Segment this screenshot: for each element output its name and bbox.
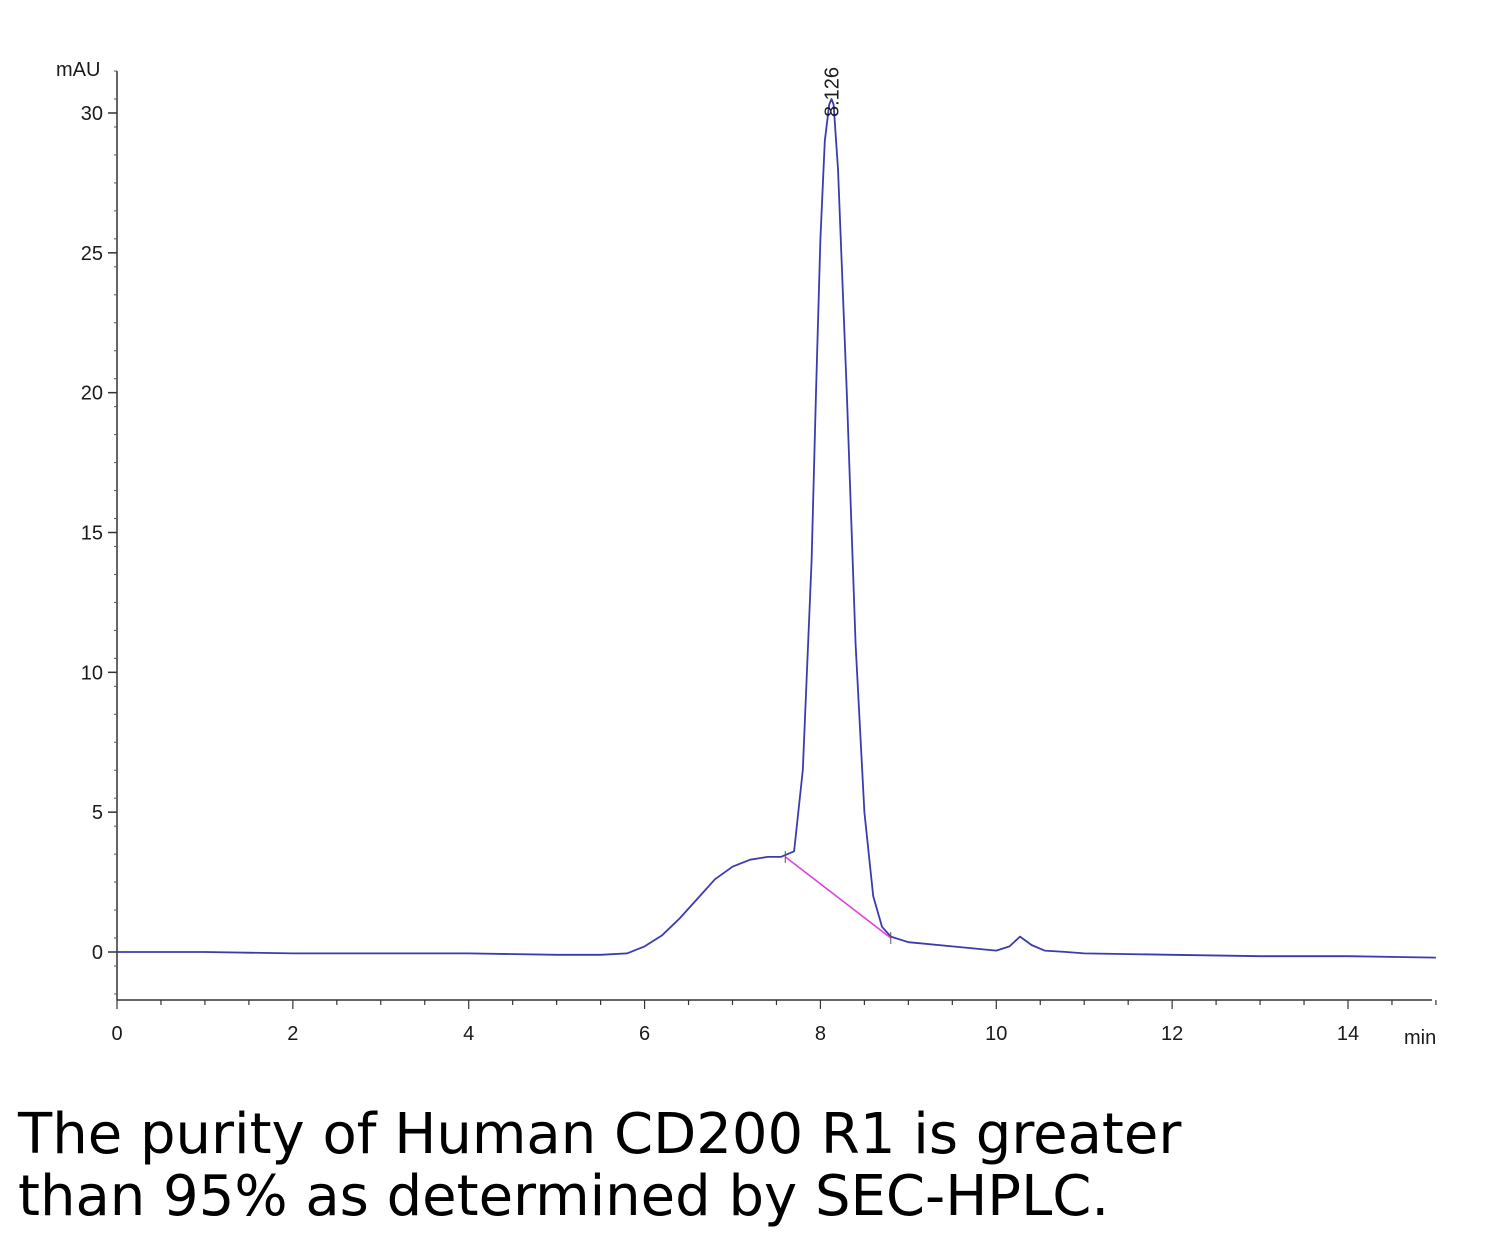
y-axis-unit-label: mAU bbox=[56, 59, 100, 81]
integration-baseline bbox=[784, 856, 892, 939]
y-tick-label: 20 bbox=[81, 383, 103, 405]
y-tick-label: 25 bbox=[81, 243, 103, 265]
y-tick-label: 10 bbox=[81, 662, 103, 684]
x-tick-label: 2 bbox=[287, 1023, 298, 1045]
caption-line-1: The purity of Human CD200 R1 is greater bbox=[18, 1102, 1182, 1167]
figure-caption: The purity of Human CD200 R1 is greater … bbox=[18, 1104, 1478, 1228]
x-tick-label: 0 bbox=[111, 1023, 122, 1045]
x-tick-label: 14 bbox=[1337, 1023, 1359, 1045]
y-tick-label: 15 bbox=[81, 523, 103, 545]
x-tick-label: 10 bbox=[985, 1023, 1007, 1045]
signal-trace bbox=[117, 98, 1436, 959]
y-axis: 0 5 10 15 20 25 30 bbox=[81, 70, 118, 1000]
chromatogram-chart: 0 5 10 15 20 25 30 0 2 4 6 8 10 12 14 mAU min 8.126 bbox=[56, 59, 1437, 1049]
y-tick-label: 30 bbox=[81, 103, 103, 125]
caption-line-2: than 95% as determined by SEC-HPLC. bbox=[18, 1164, 1110, 1229]
y-tick-label: 0 bbox=[92, 942, 103, 964]
x-axis-unit-label: min bbox=[1404, 1027, 1436, 1049]
x-tick-label: 12 bbox=[1161, 1023, 1183, 1045]
y-tick-label: 5 bbox=[92, 802, 103, 824]
x-tick-label: 6 bbox=[639, 1023, 650, 1045]
plot-area: 8.126 bbox=[117, 67, 1436, 959]
x-axis: 0 2 4 6 8 10 12 14 bbox=[111, 999, 1437, 1045]
x-tick-label: 8 bbox=[815, 1023, 826, 1045]
x-tick-label: 4 bbox=[463, 1023, 474, 1045]
peak-retention-label: 8.126 bbox=[822, 67, 844, 117]
